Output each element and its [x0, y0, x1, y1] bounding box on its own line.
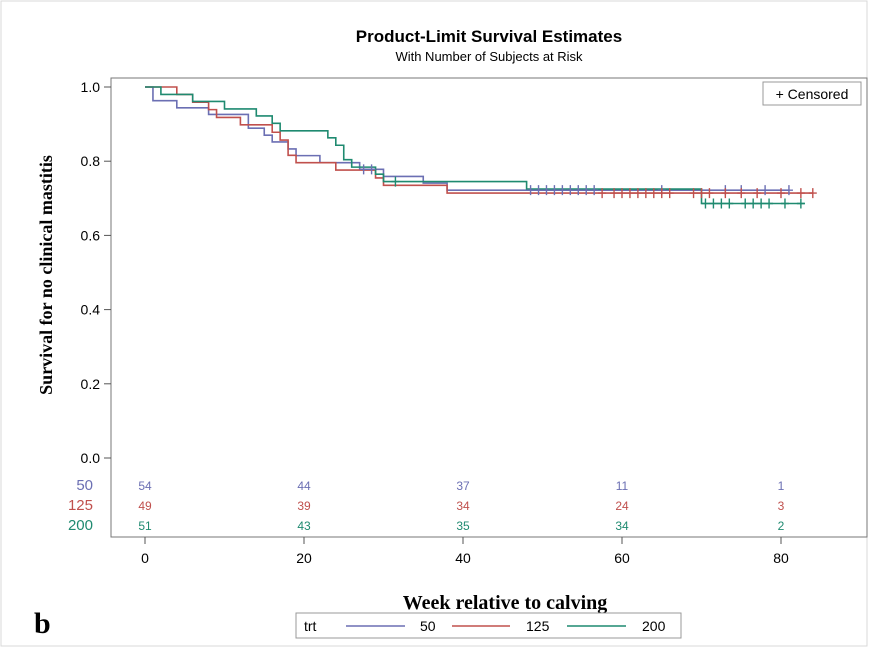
censor-mark-125 — [777, 188, 785, 199]
chart-title: Product-Limit Survival Estimates — [356, 27, 622, 46]
y-tick-label: 0.8 — [81, 153, 101, 169]
censor-mark-50 — [574, 185, 583, 196]
at-risk-count: 2 — [778, 519, 785, 533]
at-risk-count: 54 — [138, 479, 152, 493]
at-risk-row-label: 125 — [68, 497, 93, 514]
y-tick-label: 0.4 — [81, 302, 101, 318]
survival-curves — [145, 86, 813, 205]
at-risk-count: 24 — [615, 499, 629, 513]
x-tick-label: 60 — [614, 550, 630, 566]
censor-mark-50 — [784, 185, 793, 196]
censor-mark-200 — [780, 198, 789, 209]
panel-label: b — [34, 607, 51, 640]
x-tick-label: 40 — [455, 550, 471, 566]
at-risk-count: 49 — [138, 499, 152, 513]
censor-mark-50 — [542, 185, 551, 196]
censor-mark-50 — [761, 185, 770, 196]
at-risk-row-label: 200 — [68, 517, 93, 534]
censor-mark-200 — [717, 198, 726, 209]
at-risk-count: 44 — [297, 479, 311, 493]
censor-mark-50 — [558, 185, 567, 196]
y-tick-label: 0.2 — [81, 376, 101, 392]
censor-mark-125 — [625, 188, 634, 199]
censor-mark-50 — [526, 185, 535, 196]
censor-mark-50 — [582, 185, 591, 196]
at-risk-count: 39 — [297, 499, 311, 513]
legend-label-125: 125 — [526, 618, 550, 634]
y-tick-label: 0.6 — [81, 227, 101, 243]
censor-mark-125 — [598, 188, 607, 199]
censor-mark-50 — [550, 185, 559, 196]
censor-mark-125 — [665, 188, 674, 199]
at-risk-count: 3 — [778, 499, 785, 513]
y-axis-label: Survival for no clinical mastitis — [36, 155, 56, 395]
at-risk-count: 51 — [138, 519, 152, 533]
censor-mark-50 — [566, 185, 575, 196]
legend-label-200: 200 — [642, 618, 666, 634]
censor-mark-200 — [765, 198, 774, 209]
censor-mark-200 — [749, 198, 758, 209]
censor-mark-200 — [709, 198, 718, 209]
censor-mark-125 — [796, 188, 805, 199]
series-line-200 — [145, 86, 805, 205]
censored-legend-box — [762, 81, 862, 106]
at-risk-count: 37 — [456, 479, 470, 493]
x-tick-label: 0 — [141, 550, 149, 566]
at-risk-count: 43 — [297, 519, 311, 533]
x-axis-label: Week relative to calving — [403, 592, 608, 614]
censor-mark-200 — [757, 198, 766, 209]
series-legend: 50 125 200 — [346, 618, 666, 634]
at-risk-count: 34 — [615, 519, 629, 533]
chart-subtitle: With Number of Subjects at Risk — [395, 49, 583, 64]
censor-mark-200 — [391, 176, 400, 187]
censor-mark-125 — [737, 188, 746, 199]
censor-mark-200 — [796, 198, 805, 209]
y-tick-label: 1.0 — [81, 79, 101, 95]
at-risk-row-label: 50 — [76, 477, 93, 494]
at-risk-count: 11 — [616, 479, 629, 493]
censor-mark-50 — [367, 164, 376, 175]
y-axis-ticks: 0.0 0.2 0.4 0.6 0.8 1.0 — [81, 79, 111, 466]
censor-mark-125 — [808, 188, 817, 199]
censor-mark-125 — [618, 188, 626, 199]
at-risk-count: 34 — [456, 499, 470, 513]
censor-mark-200 — [701, 198, 710, 209]
censor-mark-125 — [705, 188, 714, 199]
censor-mark-50 — [590, 185, 599, 196]
censor-mark-125 — [633, 188, 642, 199]
censor-mark-125 — [697, 188, 706, 199]
legend-title: trt — [304, 618, 317, 634]
plot-area — [110, 77, 868, 538]
censor-mark-125 — [610, 188, 619, 199]
censored-legend-text: + Censored — [776, 86, 849, 102]
x-tick-label: 20 — [296, 550, 312, 566]
y-tick-label: 0.0 — [81, 450, 101, 466]
series-line-125 — [145, 86, 813, 194]
at-risk-count: 1 — [778, 479, 785, 493]
censor-mark-200 — [741, 198, 750, 209]
censor-mark-200 — [725, 198, 734, 209]
censor-mark-125 — [753, 188, 762, 199]
legend-label-50: 50 — [420, 618, 436, 634]
censor-mark-125 — [649, 188, 658, 199]
censor-mark-50 — [534, 185, 543, 196]
censor-mark-50 — [359, 164, 368, 175]
censor-mark-125 — [641, 188, 650, 199]
at-risk-count: 35 — [456, 519, 470, 533]
x-axis-ticks: 0 20 40 60 80 — [141, 537, 789, 566]
censor-mark-125 — [721, 188, 730, 199]
censor-mark-125 — [657, 188, 666, 199]
censor-mark-125 — [689, 188, 698, 199]
censor-marks — [359, 164, 817, 209]
x-tick-label: 80 — [773, 550, 789, 566]
